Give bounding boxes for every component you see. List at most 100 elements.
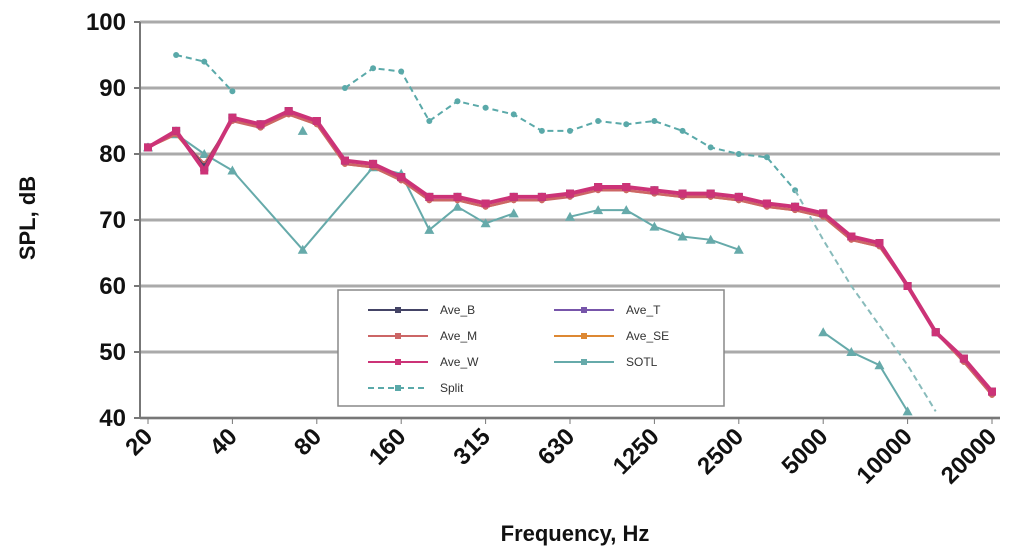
data-point (480, 218, 491, 228)
legend-label: Ave_SE (626, 329, 669, 343)
data-point (229, 88, 236, 95)
data-point (228, 113, 237, 122)
legend-label: Ave_M (440, 329, 477, 343)
data-point (650, 186, 659, 195)
data-point (172, 126, 181, 135)
legend-label: Ave_T (626, 303, 661, 317)
y-tick-label: 80 (99, 141, 126, 168)
data-point (565, 211, 575, 221)
data-point (566, 189, 574, 198)
data-point (398, 68, 405, 75)
data-point (424, 224, 435, 234)
x-tick-label: 20000 (936, 423, 1002, 489)
legend-label: Ave_B (440, 303, 475, 317)
legend-marker (581, 359, 587, 365)
legend-label: Split (440, 381, 464, 395)
series-split (173, 52, 937, 412)
data-point (297, 125, 308, 135)
data-point (649, 221, 660, 231)
x-tick-label: 80 (289, 423, 327, 461)
data-point (707, 144, 714, 151)
data-point (481, 199, 490, 208)
x-tick-label: 2500 (692, 423, 749, 480)
y-tick-label: 90 (99, 75, 126, 102)
legend-label: SOTL (626, 355, 658, 369)
data-point (988, 387, 996, 396)
data-point (340, 156, 349, 165)
data-point (706, 189, 715, 198)
legend-item: Ave_M (368, 329, 477, 343)
data-point (144, 143, 152, 152)
legend-marker (395, 333, 401, 339)
legend-item: Ave_W (368, 355, 479, 369)
legend-item: Ave_B (368, 303, 475, 317)
x-tick-labels: 20 40 80 160 315 630 1250 2500 5000 10000 20000 (120, 418, 1002, 489)
legend-item: Ave_T (554, 303, 661, 317)
series-layer (143, 52, 996, 416)
data-point (452, 201, 463, 211)
data-point (509, 192, 518, 201)
legend-item: Split (368, 381, 464, 395)
y-tick-label: 50 (99, 339, 126, 366)
legend-marker (395, 385, 401, 391)
x-tick-label: 40 (205, 423, 243, 461)
data-point (341, 85, 348, 91)
data-point (846, 347, 857, 356)
data-point (425, 192, 434, 201)
legend: Ave_B Ave_T Ave_M Ave_SE Ave_W SOTL Split (337, 289, 725, 407)
data-point (453, 192, 462, 201)
x-tick-label: 1250 (608, 423, 665, 480)
data-point (482, 104, 489, 111)
data-point (594, 183, 603, 191)
x-tick-label: 5000 (777, 423, 834, 480)
data-point (678, 189, 687, 198)
data-point (623, 121, 630, 128)
data-point (791, 202, 800, 211)
data-point (593, 205, 604, 215)
data-point (621, 205, 632, 215)
legend-item: Ave_SE (554, 329, 669, 343)
data-point (201, 58, 208, 65)
data-point (903, 282, 912, 290)
y-axis-title: SPL, dB (15, 176, 40, 260)
data-point (173, 52, 180, 58)
data-point (959, 354, 968, 363)
y-tick-labels: 40 50 60 70 80 90 100 (86, 9, 140, 432)
data-point (200, 166, 209, 175)
data-point (733, 244, 744, 254)
x-tick-label: 10000 (852, 423, 918, 489)
series-ave-w (144, 107, 996, 396)
y-tick-label: 70 (99, 207, 126, 234)
series-line-segment (794, 189, 937, 412)
x-tick-label: 630 (533, 423, 580, 470)
data-point (902, 406, 913, 416)
data-point (538, 127, 545, 134)
data-point (819, 209, 828, 218)
data-point (426, 118, 433, 124)
data-point (369, 159, 378, 168)
series-sotl (143, 125, 913, 416)
data-point (284, 107, 293, 116)
legend-marker (581, 333, 587, 339)
data-point (763, 154, 770, 161)
series-line (147, 133, 909, 412)
data-point (847, 232, 856, 241)
data-point (508, 208, 519, 218)
data-point (818, 327, 829, 337)
data-point (537, 192, 546, 201)
y-tick-label: 100 (86, 9, 126, 36)
y-tick-label: 40 (99, 405, 126, 432)
data-point (199, 149, 210, 158)
data-point (595, 118, 602, 124)
data-point (256, 120, 265, 129)
y-tick-label: 60 (99, 273, 126, 300)
legend-marker (581, 307, 587, 313)
data-point (651, 118, 658, 124)
series-line-segment (231, 166, 374, 252)
grid (140, 20, 1000, 420)
data-point (875, 239, 884, 248)
x-tick-label: 315 (448, 423, 495, 470)
data-point (679, 127, 686, 134)
data-point (874, 360, 885, 370)
